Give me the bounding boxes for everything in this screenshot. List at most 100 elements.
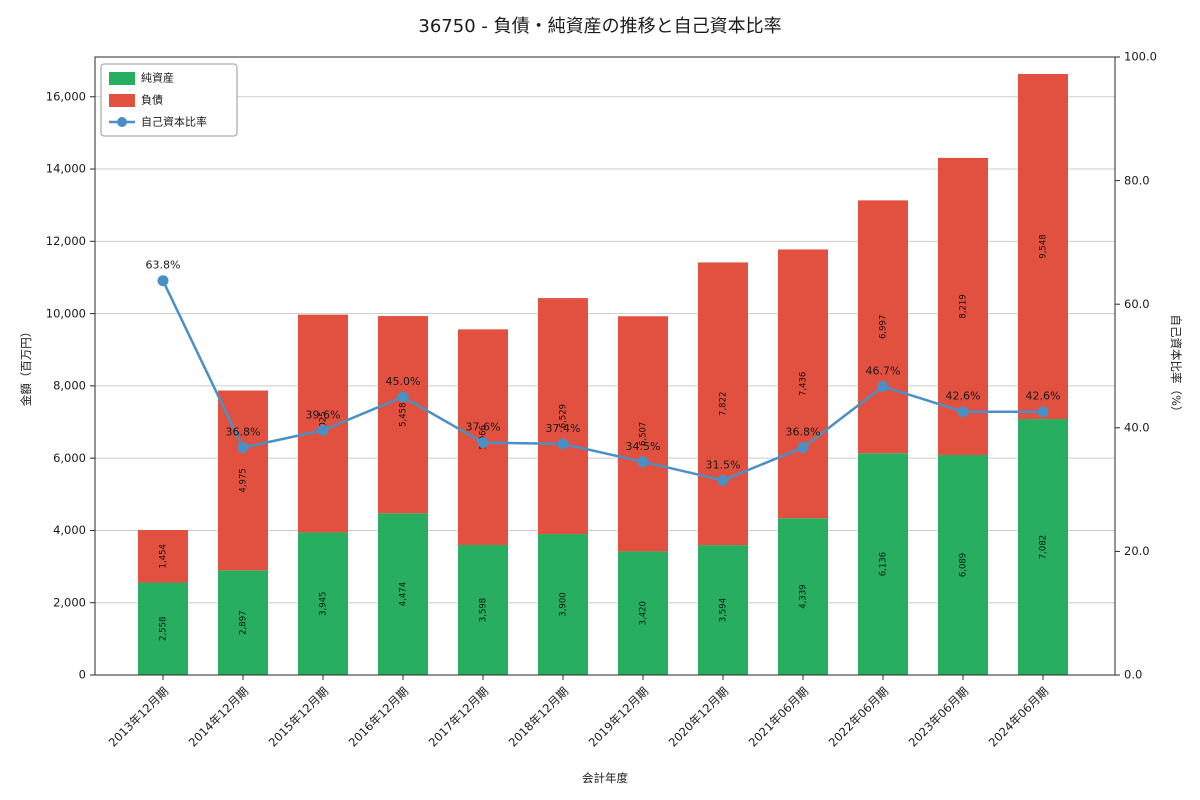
bar-value-label: 1,454 (159, 544, 169, 568)
axes-frame (94, 56, 1116, 676)
equity-ratio-label: 37.6% (466, 421, 501, 434)
y-tick-label-left: 16,000 (46, 89, 86, 103)
bar-segment-equity (1018, 419, 1068, 675)
chart-title: 36750 - 負債・純資産の推移と自己資本比率 (418, 16, 781, 37)
y-axis-title-left: 金額（百万円） (19, 326, 33, 407)
x-tick-label: 2015年12月期 (266, 684, 331, 749)
equity-ratio-label: 36.8% (226, 426, 261, 439)
equity-ratio-marker (637, 456, 649, 468)
equity-ratio-marker (477, 437, 489, 449)
bar-segment-debt (218, 390, 268, 571)
y-tick-label-right: 40.0 (1124, 420, 1150, 434)
y-tick-label-left: 8,000 (53, 379, 86, 393)
bar-value-label: 4,975 (239, 468, 249, 492)
equity-ratio-marker (877, 380, 889, 392)
plot-area: 2,558 1,454 2,897 4,975 3,945 6,025 4,474 5,458… (46, 50, 1157, 750)
y-tick-label-left: 6,000 (53, 451, 86, 465)
x-tick-label: 2020年12月期 (666, 684, 731, 749)
bar-value-label: 3,420 (639, 601, 649, 625)
bar-segment-debt (778, 249, 828, 519)
bar-value-label: 6,089 (959, 553, 969, 577)
bar-segment-equity (698, 545, 748, 675)
equity-ratio-marker (717, 474, 729, 486)
y-tick-label-right: 0.0 (1124, 668, 1142, 682)
equity-ratio-label: 34.5% (626, 440, 661, 453)
x-tick-label: 2017年12月期 (426, 684, 491, 749)
bar-segment-equity (138, 582, 188, 675)
y-tick-label-left: 12,000 (46, 234, 86, 248)
bar-value-label: 2,558 (159, 617, 169, 641)
x-tick-label: 2016年12月期 (346, 684, 411, 749)
y-tick-label-right: 60.0 (1124, 297, 1150, 311)
bar-value-label: 5,966 (479, 425, 489, 449)
equity-ratio-label: 31.5% (706, 458, 741, 471)
bar-segment-debt (1018, 73, 1068, 420)
bar-value-label: 7,436 (799, 372, 809, 396)
bar-segment-equity (778, 518, 828, 675)
equity-ratio-marker (317, 424, 329, 436)
y-tick-label-left: 14,000 (46, 162, 86, 176)
x-tick-label: 2024年06月期 (986, 684, 1051, 749)
x-tick-label: 2018年12月期 (506, 684, 571, 749)
bar-value-label: 6,136 (879, 552, 889, 576)
legend-marker (117, 117, 127, 127)
x-tick-label: 2023年06月期 (906, 684, 971, 749)
bar-segment-equity (218, 570, 268, 675)
bar-segment-equity (298, 532, 348, 675)
bar-value-label: 7,082 (1039, 535, 1049, 559)
equity-ratio-marker (1037, 406, 1049, 418)
bar-segment-equity (538, 534, 588, 675)
equity-ratio-label: 39.6% (306, 408, 341, 421)
bar-segment-equity (618, 551, 668, 675)
equity-ratio-marker (157, 275, 169, 287)
bar-value-label: 6,529 (559, 404, 569, 428)
bar-segment-debt (138, 530, 188, 583)
equity-ratio-marker (797, 442, 809, 454)
x-tick-label: 2019年12月期 (586, 684, 651, 749)
bar-value-label: 6,507 (639, 422, 649, 446)
bar-segment-equity (858, 453, 908, 675)
x-tick-label: 2022年06月期 (826, 684, 891, 749)
bar-value-label: 8,219 (959, 294, 969, 318)
bar-value-label: 6,025 (319, 411, 329, 435)
equity-ratio-label: 37.4% (546, 422, 581, 435)
bar-value-label: 4,339 (799, 584, 809, 608)
y-tick-label-right: 20.0 (1124, 544, 1150, 558)
bar-segment-equity (378, 513, 428, 675)
bar-segment-equity (938, 454, 988, 675)
equity-ratio-label: 36.8% (786, 426, 821, 439)
bar-value-label: 3,900 (559, 592, 569, 616)
bar-value-label: 2,897 (239, 610, 249, 634)
bar-segment-debt (858, 200, 908, 454)
bar-value-label: 3,598 (479, 598, 489, 622)
y-tick-label-right: 100.0 (1124, 50, 1157, 64)
bar-value-label: 4,474 (399, 582, 409, 606)
legend-label: 自己資本比率 (141, 115, 207, 129)
equity-ratio-marker (397, 391, 409, 403)
y-tick-label-right: 80.0 (1124, 173, 1150, 187)
bar-segment-debt (378, 316, 428, 514)
y-tick-label-left: 10,000 (46, 306, 86, 320)
equity-ratio-label: 45.0% (386, 375, 421, 388)
x-tick-label: 2014年12月期 (186, 684, 251, 749)
y-axis-title-right: 自己資本比率（%） (1169, 315, 1183, 418)
bar-value-label: 7,822 (719, 392, 729, 416)
bar-value-label: 5,458 (399, 403, 409, 427)
bar-segment-debt (698, 262, 748, 546)
bar-value-label: 6,997 (879, 315, 889, 339)
y-tick-label-left: 0 (79, 668, 86, 682)
y-tick-label-left: 4,000 (53, 523, 86, 537)
bar-value-label: 3,945 (319, 592, 329, 616)
x-tick-label: 2013年12月期 (106, 684, 171, 749)
equity-ratio-label: 63.8% (146, 259, 181, 272)
legend-label: 純資産 (141, 72, 174, 85)
equity-ratio-label: 42.6% (1026, 390, 1061, 403)
equity-ratio-marker (957, 406, 969, 418)
bar-segment-debt (538, 298, 588, 535)
legend-label: 負債 (141, 93, 163, 107)
bar-value-label: 3,594 (719, 598, 729, 622)
equity-ratio-marker (557, 438, 569, 450)
bar-value-label: 9,548 (1039, 234, 1049, 258)
